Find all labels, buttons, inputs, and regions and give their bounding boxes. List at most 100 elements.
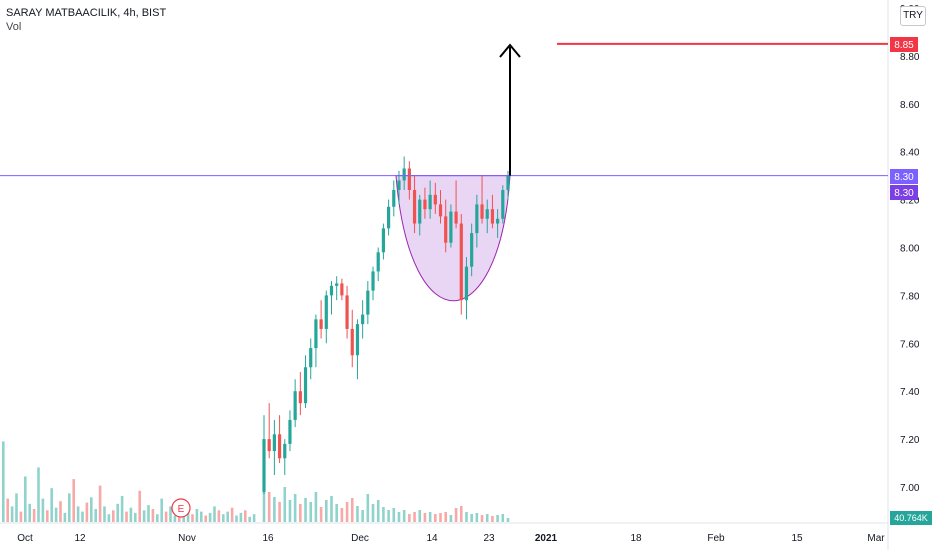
volume-bar: [28, 503, 31, 522]
breakout-arrow[interactable]: [499, 43, 521, 176]
target-price-label: 8.85: [894, 40, 914, 51]
volume-bar: [397, 512, 401, 522]
symbol-title: SARAY MATBAACILIK, 4h, BIST: [6, 7, 167, 19]
volume-bar: [85, 502, 89, 522]
volume-bar: [37, 467, 40, 522]
candle-body: [324, 295, 328, 329]
price-tick-label: 8.20: [900, 196, 920, 207]
volume-bar: [293, 494, 297, 522]
volume-bar: [129, 507, 133, 522]
volume-bar: [169, 506, 172, 522]
volume-bar: [345, 502, 349, 522]
volume-bar: [248, 516, 251, 522]
volume-bar: [204, 515, 207, 522]
candle-body: [438, 204, 443, 217]
chart-header: SARAY MATBAACILIK, 4h, BIST Vol: [6, 6, 166, 34]
volume-indicator-label: Vol: [6, 21, 22, 33]
volume-bar: [173, 515, 177, 522]
time-tick-label: Mar: [867, 533, 885, 544]
volume-bar: [213, 506, 216, 522]
earnings-event-marker[interactable]: E: [171, 498, 191, 518]
candle-body: [490, 209, 495, 224]
volume-bar: [506, 518, 510, 522]
volume-bar: [72, 479, 75, 522]
volume-bar: [94, 509, 97, 522]
volume-bar: [340, 508, 344, 522]
volume-bar: [459, 506, 463, 522]
volume-bar: [125, 511, 128, 522]
event-marker-label: E: [178, 504, 185, 515]
time-tick-label: Feb: [707, 533, 725, 544]
volume-bar: [151, 509, 155, 522]
candle-body: [402, 168, 406, 181]
volume-bar: [59, 501, 62, 522]
volume-bar: [230, 507, 234, 522]
candle-body: [459, 223, 463, 301]
price-axis: 9.008.808.608.408.208.007.807.607.407.20…: [887, 0, 920, 550]
volume-bar: [134, 512, 137, 522]
volume-bar: [32, 509, 36, 522]
candle-body: [470, 233, 474, 267]
volume-bar: [46, 510, 49, 522]
volume-bar: [267, 492, 271, 522]
volume-bar: [147, 505, 150, 522]
volume-bar: [81, 511, 84, 522]
volume-bar: [496, 515, 499, 522]
volume-bar: [350, 498, 354, 522]
candle-body: [475, 204, 479, 234]
volume-bar: [335, 504, 338, 522]
candle-body: [449, 211, 453, 243]
volume-bar: [222, 514, 225, 522]
volume-bar: [485, 514, 489, 522]
time-tick-label: 23: [483, 533, 495, 544]
volume-bar: [120, 496, 124, 522]
time-tick-label: Oct: [17, 533, 33, 544]
volume-bar: [107, 514, 111, 522]
candle-body: [366, 290, 370, 315]
candle-body: [412, 190, 417, 224]
candle-body: [329, 285, 334, 296]
candle-body: [501, 190, 505, 219]
candle-body: [485, 209, 489, 219]
volume-bar: [160, 498, 163, 522]
volume-bar: [288, 500, 292, 522]
candle-body: [480, 204, 484, 219]
current-price-badge: 8.30: [890, 185, 918, 200]
volume-bar: [470, 514, 473, 522]
volume-bar: [273, 497, 276, 522]
volume-bar: [324, 500, 328, 522]
currency-button[interactable]: TRY: [900, 6, 926, 26]
target-price-badge: 8.85: [890, 37, 918, 52]
candle-body: [335, 283, 339, 286]
time-tick-label: 2021: [535, 533, 558, 544]
candle-body: [423, 199, 427, 210]
volume-bar: [191, 514, 194, 522]
volume-bar: [387, 510, 390, 522]
volume-bar: [413, 512, 416, 522]
volume-bar: [356, 506, 359, 522]
candle-body: [288, 419, 292, 444]
candle-body: [262, 439, 266, 492]
volume-bar: [376, 500, 380, 522]
candlestick-series: [262, 156, 510, 495]
resistance-price-label: 8.30: [894, 172, 914, 183]
volume-bar: [454, 508, 458, 522]
volume-bar: [309, 502, 313, 522]
time-axis: Oct 12 Nov 16 Dec 14 23 2021 18 Feb 15 Mar: [0, 522, 888, 544]
candle-body: [428, 194, 432, 210]
volume-bar: [235, 515, 238, 522]
resistance-price-badge: 8.30: [890, 169, 918, 184]
candle-body: [386, 206, 391, 229]
volume-bar: [2, 441, 5, 522]
candle-body: [272, 434, 276, 452]
time-tick-label: Dec: [351, 533, 369, 544]
volume-bar: [439, 513, 442, 522]
volume-bar: [90, 497, 93, 522]
candle-body: [319, 319, 323, 329]
volume-bar: [480, 515, 484, 522]
volume-bar: [10, 506, 14, 522]
time-tick-label: 16: [262, 533, 274, 544]
volume-bar: [6, 498, 9, 522]
candle-body: [340, 283, 344, 296]
